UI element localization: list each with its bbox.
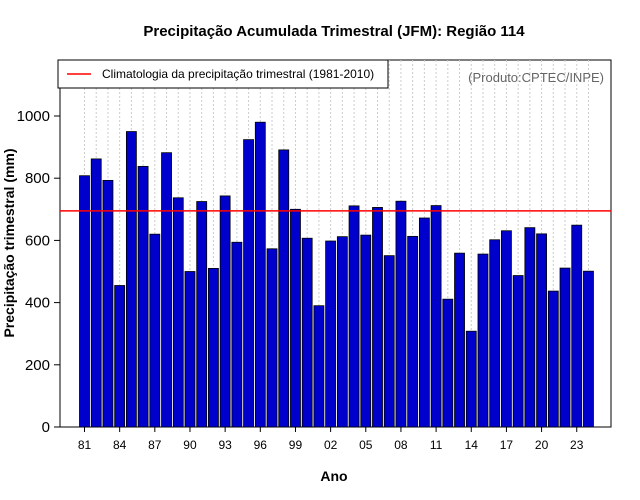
bar-23 <box>571 224 583 428</box>
legend-box <box>57 59 389 89</box>
y-tick-label: 1000 <box>17 108 50 125</box>
bars <box>79 121 594 428</box>
x-tick-label: 87 <box>148 438 162 452</box>
y-axis: 0 200 400 600 800 1000 <box>17 108 60 436</box>
y-axis-title: Precipitação trimestral (mm) <box>1 148 17 337</box>
y-tick-label: 400 <box>25 295 50 312</box>
bar-22 <box>559 267 571 428</box>
bar-87 <box>149 233 161 428</box>
bar-92 <box>208 267 219 428</box>
bar-16 <box>489 239 501 428</box>
bar-09 <box>407 235 419 428</box>
bar-95 <box>243 139 254 428</box>
legend-label: Climatologia da precipitação trimestral … <box>102 67 374 81</box>
x-tick-label: 93 <box>218 438 232 452</box>
bar-82 <box>90 158 102 428</box>
bar-85 <box>125 131 137 428</box>
bar-96 <box>254 121 266 428</box>
bar-01 <box>313 305 325 428</box>
x-tick-label: 99 <box>289 438 303 452</box>
x-tick-label: 20 <box>535 438 549 452</box>
x-tick-label: 02 <box>324 438 338 452</box>
bar-20 <box>536 233 547 428</box>
bar-14 <box>465 330 477 428</box>
bar-97 <box>266 248 278 428</box>
x-tick-label: 84 <box>113 438 127 452</box>
x-tick-label: 14 <box>465 438 479 452</box>
x-tick-label: 23 <box>570 438 584 452</box>
bar-06 <box>372 207 383 428</box>
y-tick-label: 0 <box>42 419 50 436</box>
bar-90 <box>184 271 196 428</box>
x-axis-title: Ano <box>320 468 347 484</box>
bar-05 <box>360 234 372 428</box>
bar-84 <box>114 285 126 428</box>
bar-93 <box>219 195 231 428</box>
bar-83 <box>102 179 114 428</box>
bar-12 <box>442 298 454 428</box>
chart-title: Precipitação Acumulada Trimestral (JFM):… <box>143 23 525 40</box>
bar-17 <box>501 230 512 428</box>
bar-13 <box>454 252 465 428</box>
bar-21 <box>547 290 559 428</box>
y-tick-label: 600 <box>25 232 50 249</box>
x-tick-label: 96 <box>254 438 268 452</box>
bar-88 <box>161 152 172 428</box>
bar-15 <box>477 253 489 428</box>
bar-86 <box>137 165 149 428</box>
bar-04 <box>348 205 360 428</box>
bar-98 <box>278 149 290 428</box>
bar-02 <box>325 240 337 428</box>
bar-91 <box>196 201 208 428</box>
y-tick-label: 800 <box>25 170 50 187</box>
bar-94 <box>231 241 243 428</box>
x-tick-label: 05 <box>359 438 373 452</box>
bar-10 <box>418 217 430 428</box>
y-tick-label: 200 <box>25 357 50 374</box>
bar-11 <box>430 205 442 428</box>
bar-81 <box>79 175 90 428</box>
bar-99 <box>290 208 301 428</box>
bar-00 <box>301 237 313 428</box>
bar-08 <box>395 200 407 428</box>
x-axis: 81 84 87 90 93 96 99 02 05 08 11 14 17 20 23 <box>78 427 584 452</box>
x-tick-label: 11 <box>430 438 443 452</box>
bar-07 <box>383 255 395 428</box>
x-tick-label: 17 <box>500 438 514 452</box>
product-credit: (Produto:CPTEC/INPE) <box>468 70 604 85</box>
x-tick-label: 08 <box>394 438 408 452</box>
legend: Climatologia da precipitação trimestral … <box>57 59 389 89</box>
bar-24 <box>583 270 594 428</box>
bar-89 <box>172 197 184 428</box>
bar-19 <box>524 227 536 428</box>
bar-18 <box>512 275 524 428</box>
bar-03 <box>336 236 348 428</box>
x-tick-label: 90 <box>183 438 197 452</box>
x-tick-label: 81 <box>78 438 92 452</box>
